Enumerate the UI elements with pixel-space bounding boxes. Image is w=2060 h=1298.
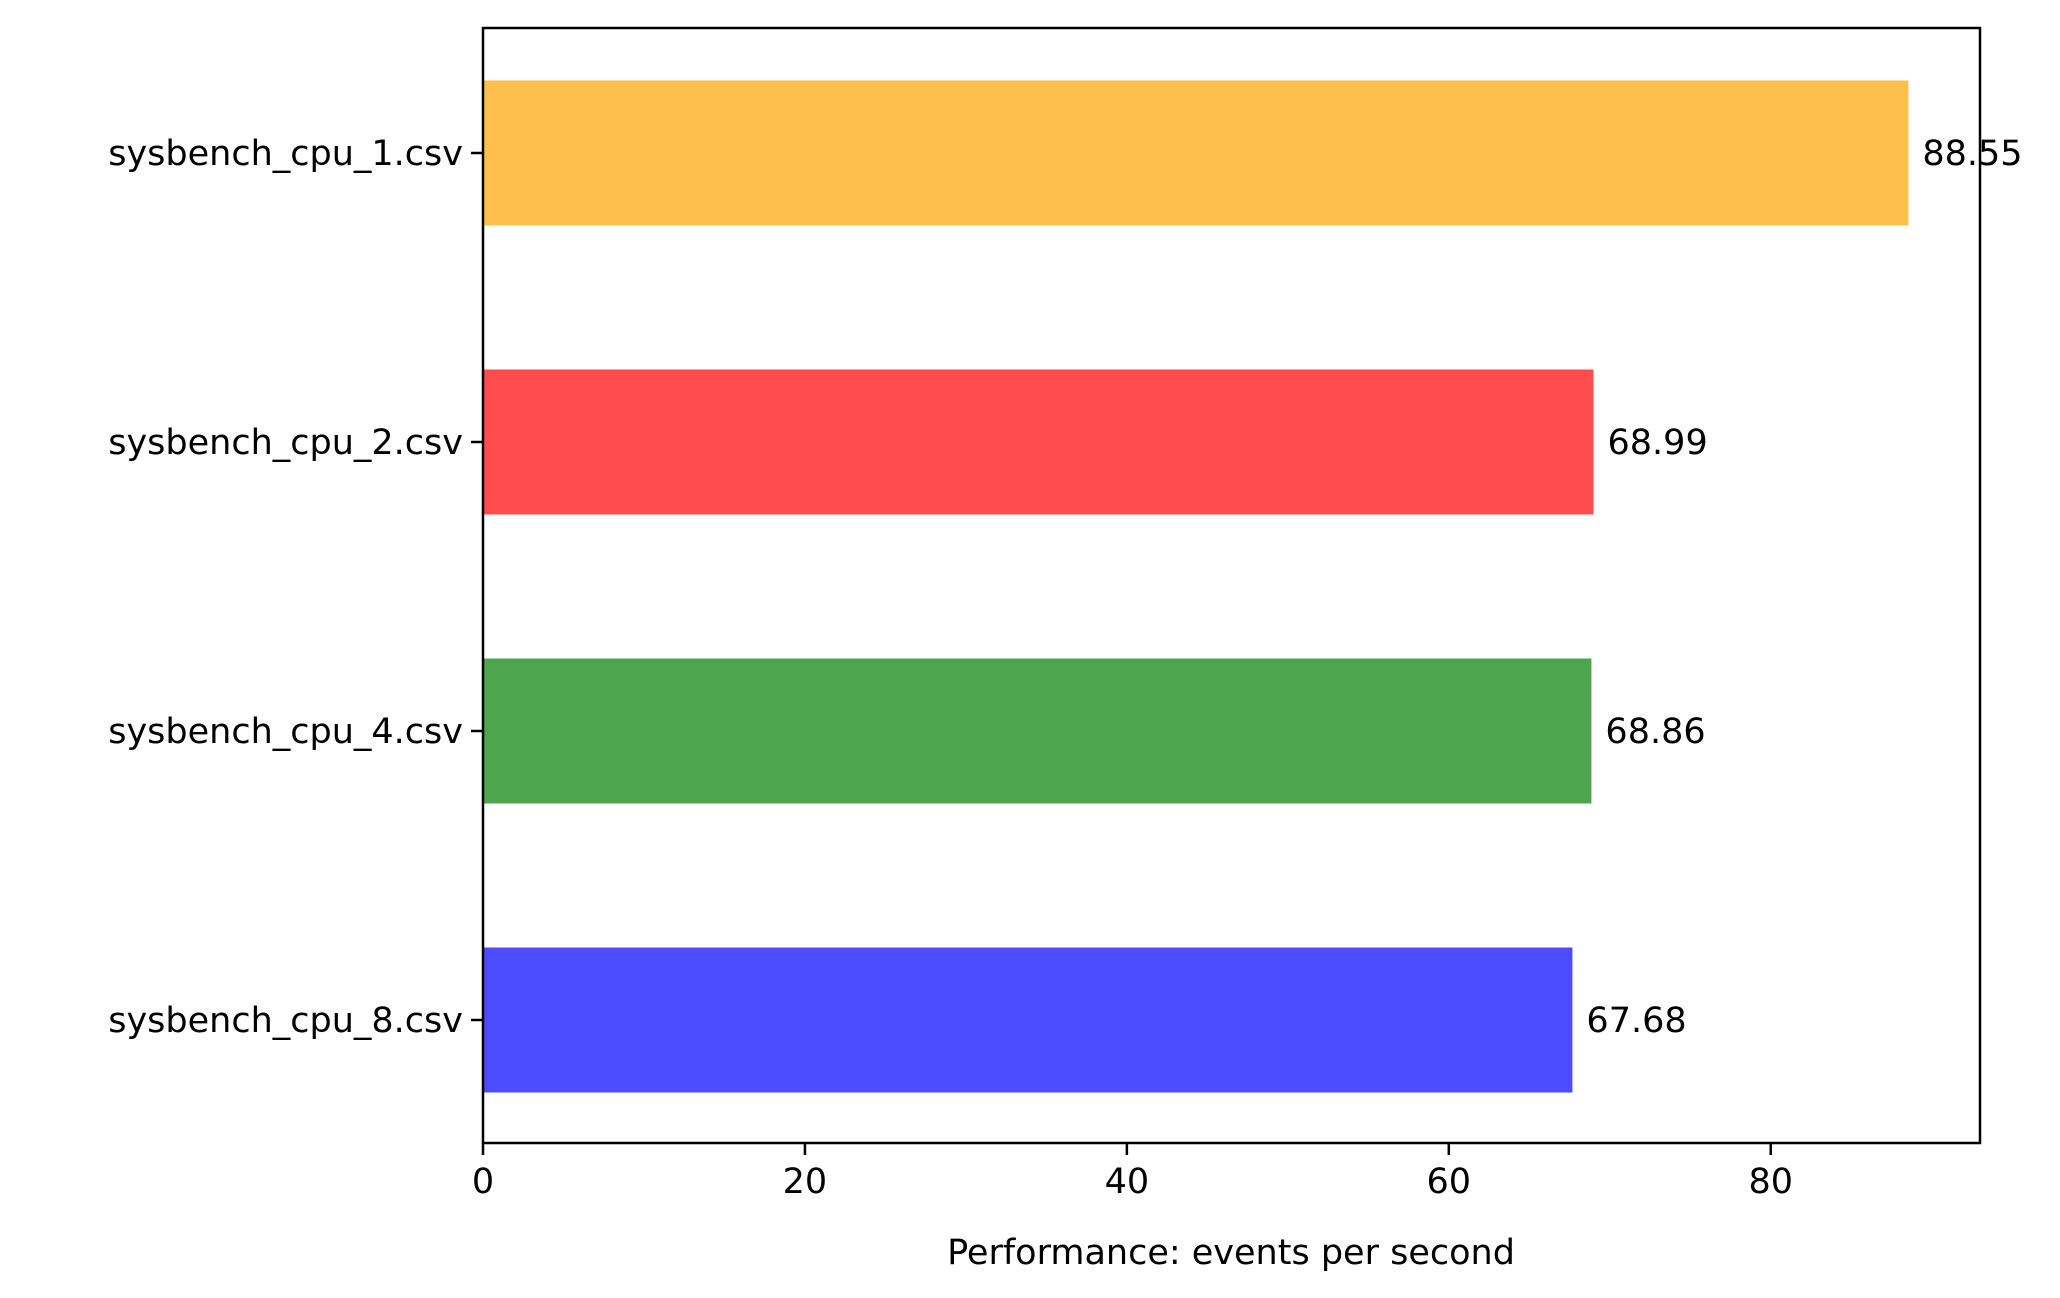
- x-tick-label: 80: [1748, 1162, 1793, 1202]
- bar-1: [483, 80, 1909, 226]
- x-tick-label: 0: [472, 1162, 494, 1202]
- bar-4: [483, 947, 1573, 1093]
- data-label: 68.99: [1608, 423, 1708, 463]
- data-label: 68.86: [1605, 712, 1705, 752]
- y-axis: sysbench_cpu_1.csv sysbench_cpu_2.csvsysb…: [108, 134, 483, 1041]
- bar-2: [483, 369, 1594, 515]
- x-tick-label: 20: [783, 1162, 828, 1202]
- y-tick-label: sysbench_cpu_2.csv: [108, 423, 463, 463]
- x-tick-label: 40: [1105, 1162, 1150, 1202]
- x-tick-label: 60: [1427, 1162, 1472, 1202]
- bars-layer: [483, 80, 1909, 1093]
- y-tick-label: sysbench_cpu_1.csv: [108, 134, 463, 174]
- y-tick-label: sysbench_cpu_4.csv: [108, 712, 463, 752]
- data-label: 88.55: [1922, 134, 2022, 174]
- bar-3: [483, 658, 1592, 804]
- y-tick-label: sysbench_cpu_8.csv: [108, 1001, 463, 1041]
- plot-frame: [481, 26, 1982, 1145]
- data-label: 67.68: [1586, 1001, 1686, 1041]
- x-axis-label: Performance: events per second: [947, 1233, 1515, 1273]
- data-labels: 88.55 68.99 68.86 67.68: [1586, 134, 2022, 1041]
- x-axis: 0 20 40 60 80: [472, 1143, 1793, 1202]
